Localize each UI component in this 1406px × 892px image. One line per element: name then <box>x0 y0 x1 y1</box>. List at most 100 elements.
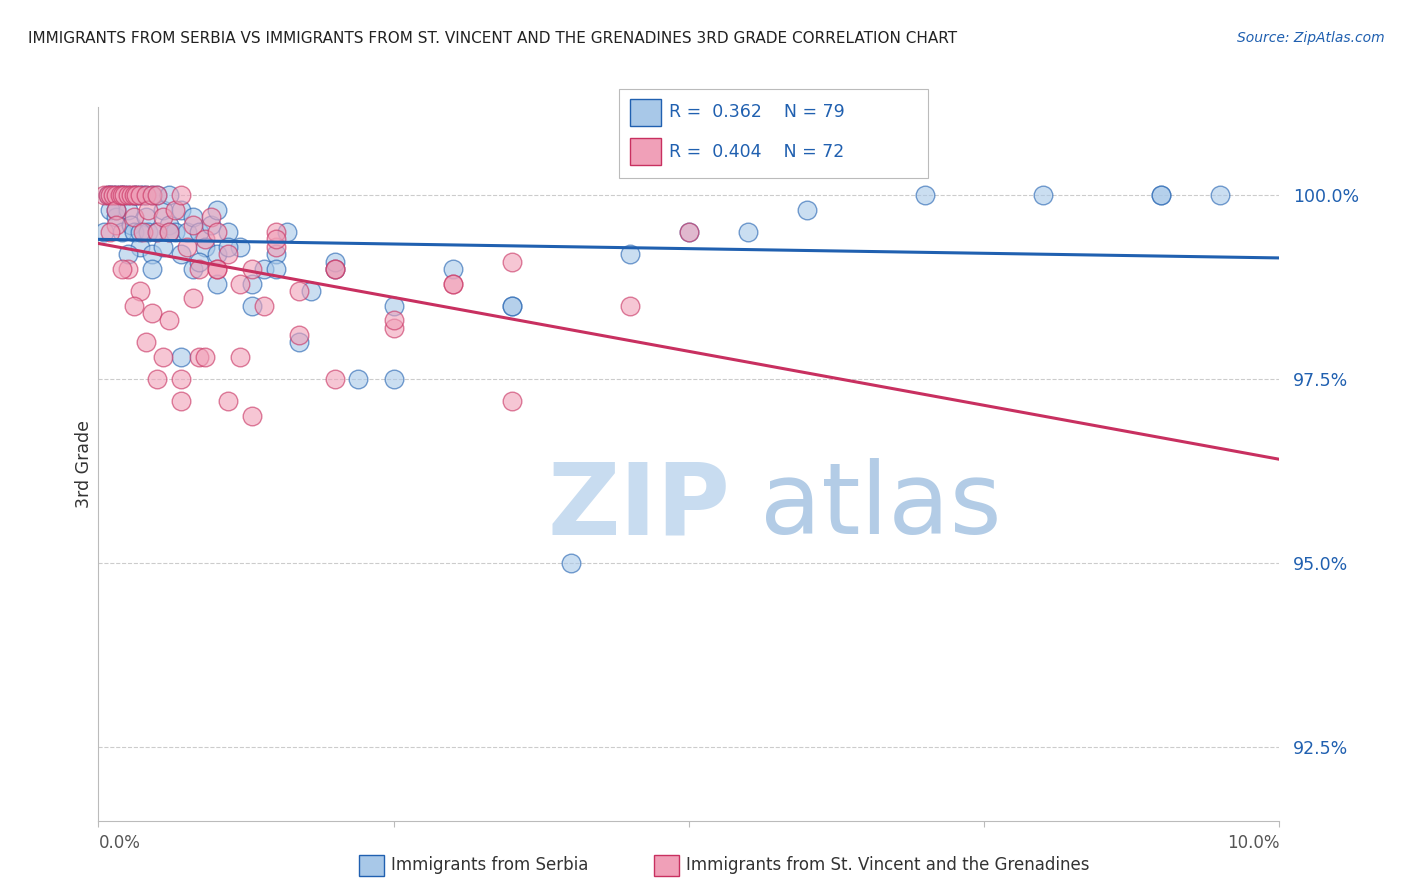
Point <box>205 225 228 239</box>
Point <box>441 277 464 291</box>
Text: atlas: atlas <box>759 458 1001 555</box>
Text: R =  0.404    N = 72: R = 0.404 N = 72 <box>669 143 845 161</box>
Point <box>619 247 641 261</box>
Point <box>914 188 936 202</box>
Point <box>165 225 187 239</box>
Point <box>101 188 124 202</box>
Point <box>560 556 582 570</box>
Point <box>323 254 346 268</box>
Point <box>441 277 464 291</box>
Point <box>170 372 193 386</box>
Point <box>264 240 287 254</box>
Point <box>170 350 193 364</box>
Point <box>135 188 157 202</box>
Point <box>122 225 145 239</box>
Point <box>229 277 252 291</box>
Point <box>141 188 163 202</box>
Point <box>229 350 252 364</box>
Point <box>176 225 198 239</box>
Point <box>122 299 145 313</box>
Point <box>121 218 143 232</box>
Point <box>323 372 346 386</box>
Text: Immigrants from St. Vincent and the Grenadines: Immigrants from St. Vincent and the Gren… <box>686 856 1090 874</box>
Point <box>187 254 209 268</box>
Point <box>152 350 174 364</box>
Point <box>181 218 204 232</box>
Point <box>135 188 157 202</box>
Point <box>111 261 134 276</box>
Point <box>146 188 169 202</box>
Point <box>170 202 193 217</box>
Point <box>125 188 148 202</box>
Point <box>200 218 222 232</box>
Point <box>97 188 120 202</box>
Point <box>111 188 134 202</box>
Point <box>181 291 204 305</box>
Point <box>181 261 204 276</box>
Point <box>98 225 121 239</box>
Point <box>1032 188 1054 202</box>
Point <box>382 372 405 386</box>
Point <box>125 188 148 202</box>
Point <box>117 188 139 202</box>
Point <box>264 225 287 239</box>
Point <box>347 372 370 386</box>
Point <box>112 188 135 202</box>
Point <box>176 240 198 254</box>
Point <box>1209 188 1232 202</box>
Point <box>240 261 263 276</box>
Point <box>194 232 217 246</box>
Point <box>128 240 150 254</box>
Point <box>205 247 228 261</box>
Point <box>128 284 150 298</box>
Point <box>157 225 180 239</box>
Text: ZIP: ZIP <box>547 458 730 555</box>
Point <box>200 211 222 225</box>
Point <box>240 277 263 291</box>
Point <box>157 188 180 202</box>
Point <box>157 218 180 232</box>
Point <box>217 394 239 409</box>
Point <box>1150 188 1173 202</box>
Point <box>121 188 143 202</box>
Point <box>264 261 287 276</box>
Point <box>152 211 174 225</box>
Text: 10.0%: 10.0% <box>1227 834 1279 852</box>
Point <box>136 202 159 217</box>
Point <box>146 188 169 202</box>
Point <box>97 188 120 202</box>
Text: 0.0%: 0.0% <box>98 834 141 852</box>
Point <box>323 261 346 276</box>
Point <box>288 335 311 350</box>
Point <box>501 299 523 313</box>
Point <box>117 188 139 202</box>
Point <box>112 188 135 202</box>
Point <box>117 247 139 261</box>
Point <box>111 188 134 202</box>
Point <box>737 225 759 239</box>
Point <box>288 284 311 298</box>
Point <box>382 299 405 313</box>
Point <box>146 225 169 239</box>
Point <box>170 247 193 261</box>
Point <box>117 202 139 217</box>
Point <box>98 202 121 217</box>
Point <box>128 188 150 202</box>
Point <box>382 313 405 327</box>
Point <box>135 335 157 350</box>
Point <box>146 225 169 239</box>
Point <box>128 225 150 239</box>
Point <box>501 299 523 313</box>
Point <box>194 240 217 254</box>
Point <box>187 225 209 239</box>
Point <box>264 247 287 261</box>
Point <box>128 188 150 202</box>
Point <box>135 211 157 225</box>
Point <box>136 225 159 239</box>
Point <box>105 188 128 202</box>
Point <box>382 320 405 334</box>
Point <box>170 188 193 202</box>
Point <box>117 261 139 276</box>
Text: R =  0.362    N = 79: R = 0.362 N = 79 <box>669 103 845 121</box>
Point <box>240 409 263 423</box>
